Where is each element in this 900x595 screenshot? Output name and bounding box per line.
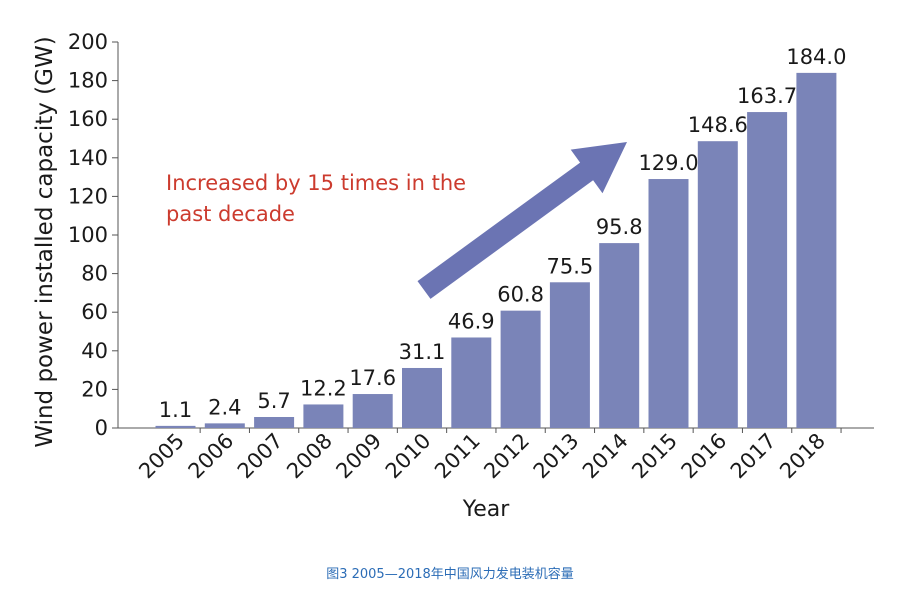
bar (204, 423, 245, 428)
bar-value-label: 46.9 (448, 309, 495, 333)
bar (648, 179, 689, 428)
y-tick-label: 20 (81, 377, 108, 401)
bar-value-label: 2.4 (208, 395, 241, 419)
x-tick-label: 2008 (282, 429, 337, 484)
y-axis-ticks: 0 20 40 60 80 100 120 140 160 180 200 (68, 30, 118, 440)
bar-value-label: 95.8 (596, 215, 643, 239)
bar (500, 310, 541, 428)
x-axis-ticks: 2005200620072008200920102011201220132014… (134, 428, 842, 484)
bar (697, 141, 738, 428)
x-axis-label: Year (462, 497, 511, 522)
annotation-line-1: Increased by 15 times in the (166, 171, 466, 195)
x-tick-label: 2010 (381, 429, 436, 484)
y-tick-label: 180 (68, 69, 108, 93)
x-tick-label: 2006 (184, 429, 239, 484)
bar-value-label: 75.5 (547, 254, 594, 278)
bar-value-label: 5.7 (257, 389, 290, 413)
bar (254, 416, 295, 428)
bar-value-label: 1.1 (159, 398, 192, 422)
bar (796, 72, 837, 428)
y-tick-label: 100 (68, 223, 108, 247)
x-tick-label: 2017 (726, 429, 781, 484)
y-tick-label: 160 (68, 107, 108, 131)
bar (303, 404, 344, 428)
x-tick-label: 2016 (677, 429, 732, 484)
bar (402, 367, 442, 428)
bar (549, 282, 590, 428)
y-tick-label: 200 (68, 30, 108, 54)
y-tick-label: 40 (81, 339, 108, 363)
y-tick-label: 140 (68, 146, 108, 170)
y-tick-label: 0 (95, 416, 108, 440)
x-tick-label: 2007 (233, 429, 288, 484)
bar-value-label: 60.8 (497, 283, 544, 307)
x-tick-label: 2011 (430, 429, 485, 484)
bar-value-label: 163.7 (737, 84, 797, 108)
x-tick-label: 2018 (775, 429, 830, 484)
y-tick-label: 120 (68, 184, 108, 208)
bars: 1.1 2.4 5.7 12.2 17.631.146.960.875.595.8 129… (155, 45, 846, 429)
bar (451, 337, 492, 428)
y-axis-label: Wind power installed capacity (GW) (32, 36, 58, 447)
bar (155, 425, 196, 428)
x-tick-label: 2009 (331, 429, 386, 484)
bar-value-label: 17.6 (349, 366, 396, 390)
bar-value-label: 184.0 (786, 45, 846, 69)
bar-chart: 0 20 40 60 80 100 120 140 160 180 200 1.1 2.4 5.7 12.… (32, 30, 874, 522)
figure-caption: 图3 2005—2018年中国风力发电装机容量 (326, 567, 574, 582)
bar-value-label: 31.1 (399, 340, 446, 364)
bar-value-label: 148.6 (688, 113, 748, 137)
x-tick-label: 2005 (134, 429, 189, 484)
x-tick-label: 2012 (479, 429, 534, 484)
trend-arrow (417, 142, 627, 299)
y-tick-label: 60 (81, 300, 108, 324)
bar (599, 243, 640, 428)
annotation-line-2: past decade (166, 202, 295, 226)
x-tick-label: 2014 (578, 429, 633, 484)
bar (352, 394, 393, 428)
bar-value-label: 12.2 (300, 376, 347, 400)
x-tick-label: 2015 (627, 429, 682, 484)
y-tick-label: 80 (81, 262, 108, 286)
bar-value-label: 129.0 (638, 151, 698, 175)
x-tick-label: 2013 (529, 429, 584, 484)
bar (747, 112, 788, 429)
